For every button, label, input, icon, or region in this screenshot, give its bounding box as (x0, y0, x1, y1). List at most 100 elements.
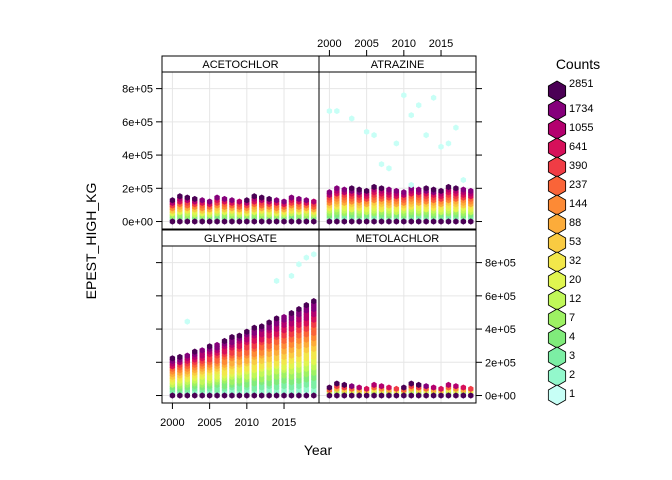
hex-bin (386, 186, 392, 193)
hex-bin (453, 185, 459, 192)
legend-swatch (547, 251, 567, 273)
hex-bin-outlier (460, 176, 467, 184)
hex-bin (363, 385, 370, 392)
hex-bin (251, 218, 257, 225)
hex-bin (281, 198, 287, 205)
hex-bin (334, 185, 340, 192)
hex-bin (386, 384, 392, 391)
y-tick-label: 8e+05 (485, 258, 516, 270)
hex-bin-outlier (438, 143, 444, 150)
hex-bin (363, 187, 370, 195)
x-axis-title: Year (304, 442, 333, 458)
legend-title: Counts (556, 56, 600, 72)
hex-bin-outlier (334, 107, 340, 115)
legend-label: 144 (569, 198, 587, 210)
legend-swatch (547, 270, 567, 292)
hexes-metolachlor (326, 380, 474, 399)
hex-bin (423, 392, 429, 399)
hex-bin (303, 197, 310, 204)
legend-swatch (547, 156, 567, 178)
hex-bin (468, 392, 474, 399)
legend-label: 7 (569, 312, 575, 324)
hex-bin (273, 218, 280, 225)
hex-bin-outlier (401, 92, 407, 99)
hex-bin (221, 337, 228, 345)
hex-bin (169, 355, 176, 362)
hex-bin (341, 218, 347, 225)
hex-bin (266, 195, 272, 203)
hex-bin (393, 218, 400, 225)
hex-bin (408, 392, 414, 399)
hex-bin (281, 314, 287, 321)
hex-bin (251, 392, 257, 399)
hex-bin (349, 392, 355, 399)
legend-swatch (547, 365, 567, 387)
legend-label: 12 (569, 293, 581, 305)
x-tick-label: 2005 (197, 417, 221, 429)
hex-bin (349, 383, 355, 390)
hex-bin (296, 218, 302, 225)
hex-bin (423, 218, 429, 225)
hex-bin (199, 218, 205, 225)
hex-bin (236, 332, 243, 339)
hex-bin (430, 218, 437, 225)
axis-ticks: 2000 2000 2005 2005 2010 2010 2015 2015 0e+00 0e+… (122, 38, 516, 429)
legend-label: 3 (569, 350, 575, 362)
hex-bin (259, 323, 265, 330)
hex-bin (259, 194, 265, 201)
hex-bin (393, 385, 400, 392)
hex-bin (221, 195, 228, 203)
hex-bin (371, 183, 377, 191)
strip-label-atrazine: ATRAZINE (371, 59, 425, 71)
legend-swatch (547, 327, 567, 349)
hex-bin (393, 187, 400, 195)
hex-bin-outlier (273, 277, 280, 284)
x-tick-label: 2015 (429, 38, 453, 50)
legend-label: 20 (569, 274, 581, 286)
hex-bin (401, 189, 407, 196)
y-tick-label: 8e+05 (122, 84, 153, 96)
hex-bin (199, 347, 205, 354)
hex-bin (378, 185, 385, 192)
hex-bin-outlier (311, 251, 317, 258)
hex-bin (192, 195, 198, 203)
hex-bin (273, 392, 280, 399)
hex-bin (169, 392, 176, 399)
hex-bin (281, 218, 287, 225)
y-tick-label: 0e+00 (485, 391, 516, 403)
hex-bin (177, 218, 183, 225)
hex-bin (401, 384, 407, 391)
hex-bin-outlier (393, 140, 400, 147)
hex-bin (423, 185, 429, 192)
hex-bin (416, 218, 422, 225)
legend-swatch (547, 118, 567, 140)
hex-bin (408, 218, 414, 225)
hex-bin (371, 218, 377, 225)
hex-bin (288, 392, 295, 399)
y-tick-label: 2e+05 (485, 357, 516, 369)
legend-label: 4 (569, 331, 575, 343)
hex-bin (251, 324, 257, 331)
legend-label: 32 (569, 255, 581, 267)
hex-bin (214, 218, 220, 225)
y-tick-label: 6e+05 (122, 117, 153, 129)
hex-bin (386, 218, 392, 225)
y-tick-label: 6e+05 (485, 291, 516, 303)
legend-label: 1 (569, 388, 575, 400)
strip-label-metolachlor: METOLACHLOR (356, 233, 440, 245)
hex-bin (184, 218, 190, 225)
strip-label-acetochlor: ACETOCHLOR (202, 59, 278, 71)
hex-bin (393, 392, 400, 399)
legend-swatch (547, 99, 567, 121)
hex-bin-outlier (416, 102, 422, 109)
hex-bin (453, 392, 459, 399)
legend-label: 1734 (569, 103, 593, 115)
hex-bin (445, 183, 452, 191)
hex-bin-outlier (296, 261, 302, 268)
hex-bin (214, 341, 220, 349)
x-tick-label: 2010 (235, 417, 259, 429)
hex-bin (460, 392, 467, 399)
hex-bin (356, 384, 362, 391)
hex-bin-outlier (408, 181, 414, 189)
hex-bin (460, 384, 467, 391)
